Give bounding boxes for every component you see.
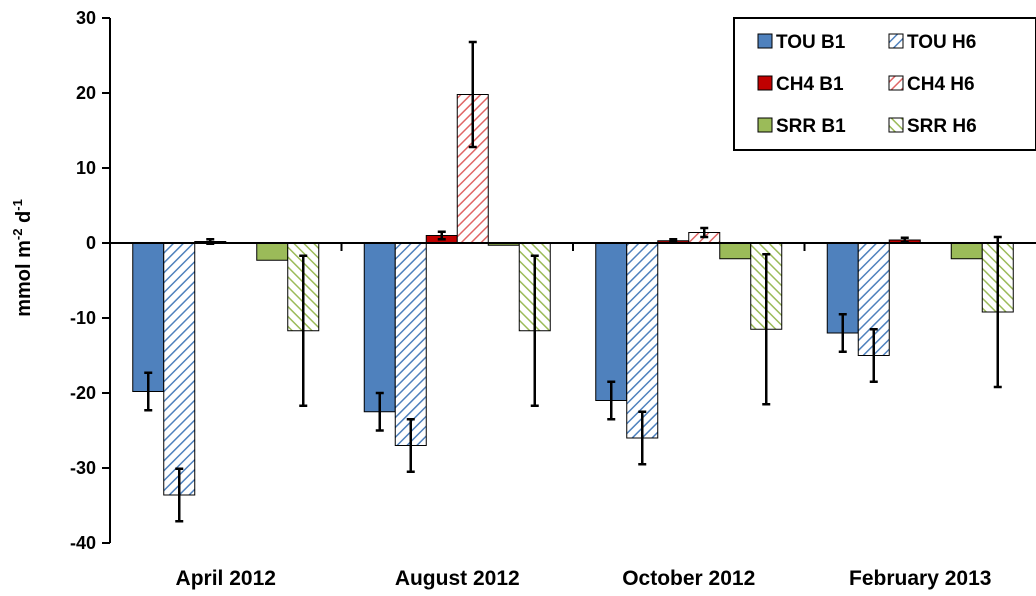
y-tick-label: -10 [70,308,96,328]
y-axis-ticks: 30 20 10 0 -10 -20 -30 -40 [70,8,110,553]
legend: TOU B1 TOU H6 CH4 B1 CH4 H6 SRR B1 SRR H6 [733,17,1036,151]
bar-srr-b1 [256,242,289,261]
x-axis-labels: April 2012 August 2012 October 2012 Februar… [176,567,992,590]
y-axis-label: mmol m-2 d-1 [10,199,35,317]
bar-tou-b1 [363,242,396,413]
y-tick-label: 10 [76,158,96,178]
legend-swatch [757,117,773,133]
bar-tou-b1 [132,242,165,392]
legend-label: TOU H6 [907,32,976,53]
legend-swatch [888,117,904,133]
bar-tou-b1 [595,242,628,401]
y-tick-label: 30 [76,8,96,28]
bar-srr-b1 [950,242,983,260]
category-label: April 2012 [176,567,276,590]
bar-tou-h6 [626,242,659,439]
legend-label: CH4 B1 [776,74,844,95]
y-tick-label: -30 [70,458,96,478]
bars-group [132,94,1014,496]
legend-label: SRR H6 [907,116,977,137]
bar-tou-h6 [394,242,427,446]
axes-group [109,18,1036,543]
bar-srr-b1 [719,242,752,260]
category-label: August 2012 [395,567,520,590]
legend-label: SRR B1 [776,116,846,137]
category-label: October 2012 [622,567,755,590]
legend-swatch [757,33,773,49]
legend-label: CH4 H6 [907,74,975,95]
y-tick-label: 20 [76,83,96,103]
y-tick-label: -20 [70,383,96,403]
y-tick-label: 0 [86,233,96,253]
category-label: February 2013 [849,567,991,590]
legend-label: TOU B1 [776,32,846,53]
bar-tou-h6 [163,242,196,496]
legend-swatch [888,33,904,49]
legend-box [733,17,1036,151]
legend-swatch [757,75,773,91]
y-tick-label: -40 [70,533,96,553]
legend-swatch [888,75,904,91]
